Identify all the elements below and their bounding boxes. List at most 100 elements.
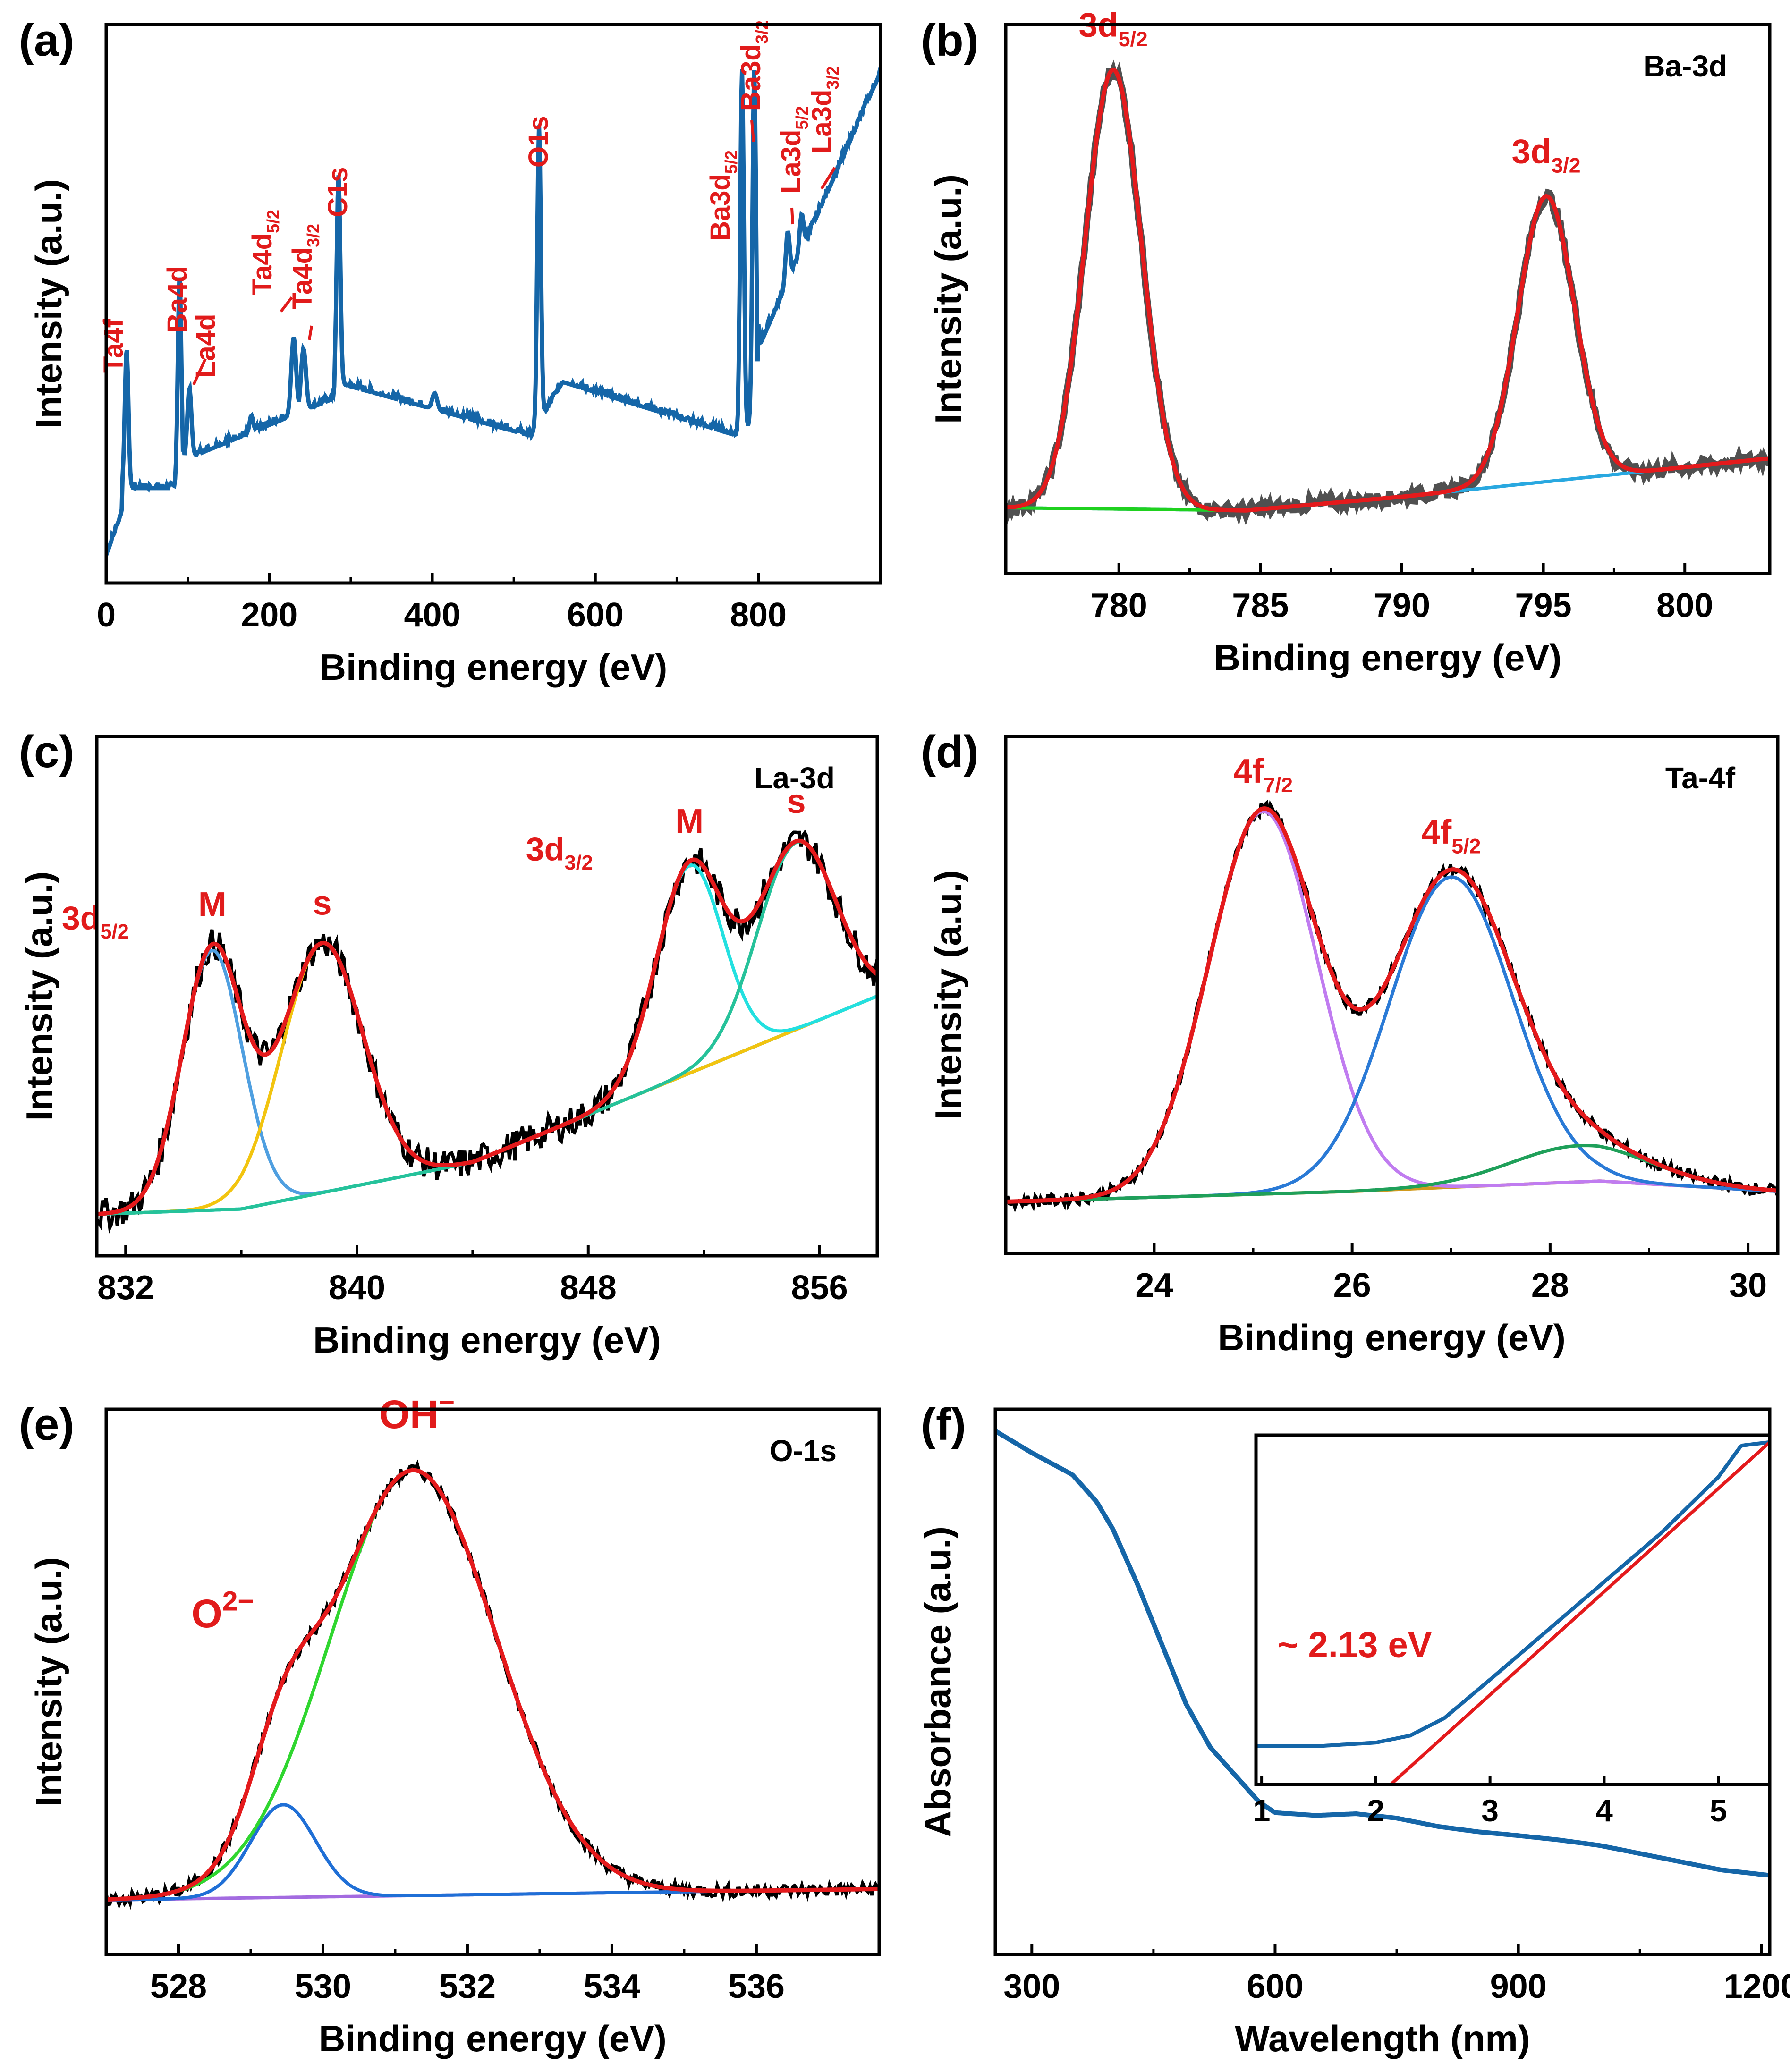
peak-label: Ba3d5/2 (705, 150, 741, 241)
peak-label: 4f7/2 (1233, 753, 1293, 797)
panel-label: (f) (921, 1399, 966, 1450)
component-peak (97, 948, 877, 1216)
panel-title: Ta-4f (1665, 761, 1736, 795)
x-tick-label: 0 (97, 596, 116, 634)
peak-label: M (675, 803, 704, 840)
panel-label: (d) (921, 727, 979, 777)
peak-label: OH− (379, 1387, 455, 1437)
x-tick-label: 24 (1135, 1267, 1173, 1304)
x-tick-label: 785 (1232, 587, 1289, 625)
x-axis-label: Binding energy (eV) (319, 2018, 667, 2059)
peak-label: Ta4d5/2 (247, 210, 283, 295)
peak-label: 3d3/2 (1512, 133, 1581, 177)
peak-label: s (787, 783, 806, 820)
arrow-line (750, 120, 755, 142)
plot-area (97, 829, 877, 1234)
plot-area (1006, 59, 1770, 526)
x-tick-label: 26 (1333, 1267, 1371, 1304)
data-curve (106, 1459, 879, 1910)
arrow-line (280, 296, 293, 313)
x-tick-label: 536 (728, 1968, 785, 2005)
component-peak (1006, 1144, 1778, 1203)
plot-area (106, 67, 881, 556)
y-axis-label: Intensity (a.u.) (927, 870, 969, 1120)
fit-envelope (106, 1468, 879, 1902)
x-tick-label: 532 (439, 1968, 496, 2005)
axes-frame (1004, 735, 1780, 1255)
peak-label: La3d3/2 (806, 66, 842, 153)
x-tick-label: 856 (791, 1269, 848, 1307)
panel-label: (b) (921, 15, 979, 66)
y-axis-label: Absorbance (a.u.) (917, 1526, 959, 1837)
x-tick-label: 30 (1729, 1267, 1767, 1304)
inset-plot (1256, 1440, 1770, 1784)
arrow-line (820, 167, 836, 190)
panel-d: (d) 24 26 28 30 Binding energy (eV) Intensity … (921, 727, 1780, 1358)
peak-label: C1s (322, 167, 353, 217)
x-tick-label: 790 (1374, 587, 1430, 625)
x-tick-label: 848 (560, 1269, 617, 1307)
peak-label: O1s (523, 116, 554, 168)
component-peak (106, 1468, 879, 1901)
component-peak (1006, 810, 1778, 1203)
arrow-line (790, 207, 794, 225)
x-tick-label: 600 (1247, 1968, 1303, 2005)
panel-title: La-3d (754, 761, 835, 795)
axes-frame (104, 1407, 881, 1956)
peak-label: La3d5/2 (776, 106, 812, 194)
inset-x-tick-label: 3 (1481, 1793, 1499, 1828)
panel-label: (c) (19, 727, 74, 777)
x-tick-label: 795 (1515, 587, 1572, 625)
peak-label: 3d5/2 (62, 900, 129, 944)
survey-curve (106, 67, 881, 556)
x-axis-label: Binding energy (eV) (1218, 1317, 1566, 1358)
tauc-fit-line (1389, 1441, 1770, 1784)
peak-label: s (313, 885, 332, 922)
panel-f: (f) 300 600 900 1200 Wavelength (nm) Absorbanc… (917, 1399, 1790, 2059)
arrow-line (192, 358, 207, 386)
plot-area (1006, 799, 1778, 1213)
x-tick-label: 534 (584, 1968, 640, 2005)
peak-label: M (198, 886, 227, 923)
absorbance-curve (995, 1429, 1770, 1878)
panel-title: Ba-3d (1643, 49, 1727, 83)
panel-title: O-1s (770, 1434, 837, 1468)
x-tick-label: 800 (1656, 587, 1713, 625)
inset-x-tick-label: 2 (1367, 1793, 1385, 1828)
inset-x-tick-label: 1 (1253, 1793, 1271, 1828)
x-tick-label: 800 (730, 596, 787, 634)
x-axis-label: Wavelength (nm) (1235, 2018, 1530, 2059)
component-peak (1006, 875, 1778, 1203)
data-curve (1006, 799, 1778, 1213)
x-tick-label: 840 (329, 1269, 385, 1307)
peak-label: Ta4f (98, 318, 129, 373)
peak-label: 3d3/2 (526, 831, 593, 875)
component-peak (1006, 68, 1770, 512)
axes-frame (993, 1407, 1772, 1956)
x-tick-label: 300 (1003, 1968, 1060, 2005)
panel-label: (a) (19, 15, 74, 66)
peak-label: La4d (190, 314, 221, 378)
x-axis-label: Binding energy (eV) (320, 646, 668, 688)
y-axis-label: Intensity (a.u.) (28, 179, 69, 429)
peak-label: Ba3d3/2 (736, 20, 772, 111)
fit-envelope (1006, 67, 1770, 513)
peak-label: 4f5/2 (1421, 813, 1481, 858)
x-axis-label: Binding energy (eV) (1214, 637, 1562, 678)
peak-label: O2− (191, 1586, 254, 1636)
panel-a: (a) 0 200 400 600 800 Binding energy (eV) Inten… (19, 15, 882, 688)
x-tick-label: 832 (97, 1269, 154, 1307)
peak-label: 3d5/2 (1079, 7, 1148, 51)
background-line (97, 994, 877, 1216)
y-axis-label: Intensity (a.u.) (18, 871, 60, 1121)
inset-background (1256, 1435, 1770, 1784)
plot-area (995, 1429, 1770, 1878)
x-tick-label: 400 (404, 596, 460, 634)
x-tick-label: 28 (1531, 1267, 1569, 1304)
arrow-line (308, 325, 313, 340)
axes-frame (1004, 23, 1772, 575)
component-peak (97, 941, 877, 1216)
x-tick-label: 780 (1091, 587, 1147, 625)
axes-frame (104, 23, 882, 585)
